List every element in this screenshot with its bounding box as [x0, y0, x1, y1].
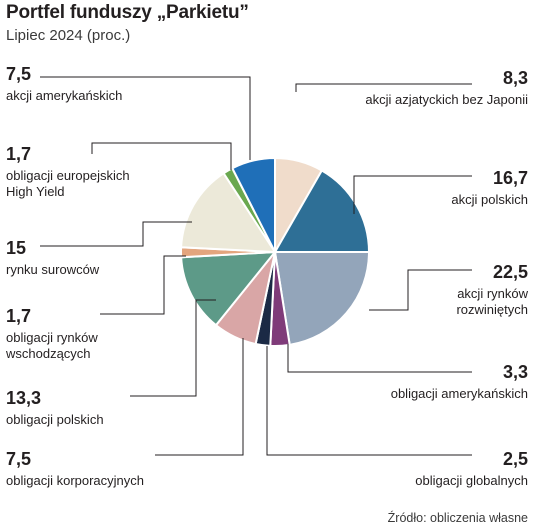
- slice-value-label: 13,3: [6, 388, 41, 408]
- slice-value-label: 7,5: [6, 64, 31, 84]
- slice-category-label: akcji azjatyckich bez Japonii: [365, 92, 528, 107]
- leader-line: [295, 83, 472, 92]
- pie-slices: [180, 156, 371, 347]
- slice-value-label: 1,7: [6, 306, 31, 326]
- slice-labels: 8,3 akcji azjatyckich bez Japonii 16,7 akcj…: [5, 64, 529, 488]
- pie-slice: [230, 156, 276, 253]
- slice-value-label: 22,5: [493, 262, 528, 282]
- slice-value-label: 8,3: [503, 68, 528, 88]
- leader-line: [369, 269, 472, 311]
- slice-category-label: akcji rynków: [457, 286, 528, 301]
- slice-category-label: obligacji globalnych: [415, 473, 528, 488]
- slice-category-label: obligacji rynków: [6, 330, 98, 345]
- leader-line: [40, 76, 251, 160]
- chart-subtitle: Lipiec 2024 (proc.): [6, 27, 131, 44]
- pie-slice: [273, 169, 371, 253]
- leader-line: [155, 338, 244, 456]
- pie-slice: [273, 251, 371, 346]
- slice-category-label: obligacji europejskich: [6, 168, 130, 183]
- slice-category-label: wschodzących: [5, 346, 91, 361]
- pie-slice: [180, 250, 278, 327]
- slice-value-label: 16,7: [493, 168, 528, 188]
- leader-line: [100, 255, 186, 315]
- source-note: Źródło: obliczenia własne: [387, 511, 528, 525]
- leader-line: [266, 346, 472, 456]
- slice-category-label: obligacji korporacyjnych: [6, 473, 144, 488]
- slice-category-label: rynku surowców: [6, 262, 100, 277]
- slice-value-label: 7,5: [6, 449, 31, 469]
- slice-value-label: 2,5: [503, 449, 528, 469]
- slice-value-label: 3,3: [503, 362, 528, 382]
- leader-line: [353, 175, 472, 214]
- slice-category-label: rozwiniętych: [456, 302, 528, 317]
- leader-line: [40, 221, 192, 247]
- leader-lines: [40, 76, 472, 456]
- leader-line: [287, 344, 472, 373]
- slice-category-label: akcji polskich: [451, 192, 528, 207]
- slice-category-label: obligacji amerykańskich: [391, 386, 528, 401]
- slice-value-label: 1,7: [6, 144, 31, 164]
- slice-category-label: akcji amerykańskich: [6, 88, 122, 103]
- leader-line: [130, 299, 216, 397]
- pie-slice: [180, 171, 277, 254]
- chart-title: Portfel funduszy „Parkietu”: [6, 2, 249, 23]
- leader-line: [91, 142, 232, 170]
- slice-category-label: obligacji polskich: [6, 412, 104, 427]
- slice-value-label: 15: [6, 238, 26, 258]
- slice-category-label: High Yield: [6, 184, 65, 199]
